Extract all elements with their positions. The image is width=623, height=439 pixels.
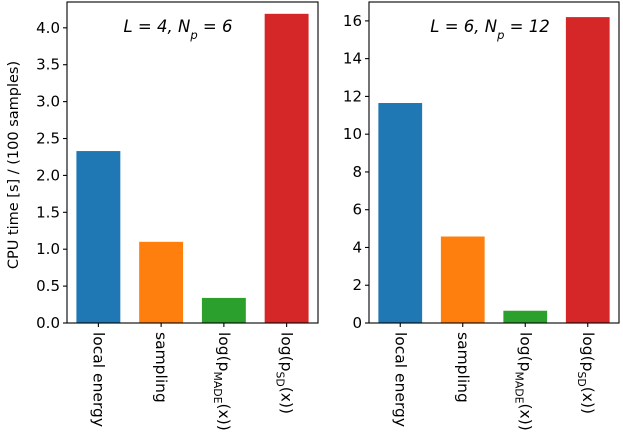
y-tick-label: 4 — [352, 238, 362, 256]
x-tick-label: log(pMADE(x)) — [211, 332, 233, 431]
x-tick-label: local energy — [89, 332, 107, 427]
right-subplot: local energy sampling log(pMADE(x)) log(pSD… — [343, 1, 620, 431]
y-tick-label: 4.0 — [36, 19, 60, 37]
x-tick-label: log(pMADE(x)) — [512, 332, 534, 431]
y-tick-label: 3.5 — [36, 56, 60, 74]
bar-3 — [565, 17, 610, 324]
bar-2 — [201, 297, 246, 323]
y-tick-label: 10 — [343, 125, 362, 143]
bar-3 — [264, 13, 309, 324]
bar-0 — [76, 151, 121, 323]
axes-frame — [368, 1, 620, 324]
y-tick-label: 1.5 — [36, 203, 60, 221]
y-tick-label: 0.5 — [36, 277, 60, 295]
x-tick-label: local energy — [391, 332, 409, 427]
x-tick-label: sampling — [454, 332, 472, 403]
bar-0 — [378, 103, 423, 324]
y-axis-label: CPU time [s] / (100 samples) — [6, 61, 22, 269]
panel-annotation: L = 6, Np = 12 — [430, 17, 550, 42]
y-tick-label: 8 — [352, 163, 362, 181]
y-tick-label: 14 — [343, 50, 362, 68]
bar-2 — [503, 310, 548, 323]
bar-1 — [139, 241, 184, 323]
bar-1 — [440, 236, 485, 323]
y-tick-label: 12 — [343, 87, 362, 105]
y-tick-label: 0.0 — [36, 314, 60, 332]
left-subplot: local energy sampling log(pMADE(x)) log(pSD… — [36, 1, 319, 431]
x-tick-label: sampling — [152, 332, 170, 403]
x-tick-label: log(pSD(x)) — [274, 332, 296, 414]
panel-annotation: L = 4, Np = 6 — [123, 17, 232, 42]
x-tick-label: log(pSD(x)) — [575, 332, 597, 414]
y-tick-label: 3.0 — [36, 93, 60, 111]
y-tick-label: 2.5 — [36, 130, 60, 148]
y-tick-label: 1.0 — [36, 240, 60, 258]
axes-frame — [66, 1, 319, 324]
y-tick-label: 0 — [352, 314, 362, 332]
y-tick-label: 6 — [352, 201, 362, 219]
y-tick-label: 16 — [343, 12, 362, 30]
y-tick-label: 2.0 — [36, 166, 60, 184]
y-tick-label: 2 — [352, 276, 362, 294]
